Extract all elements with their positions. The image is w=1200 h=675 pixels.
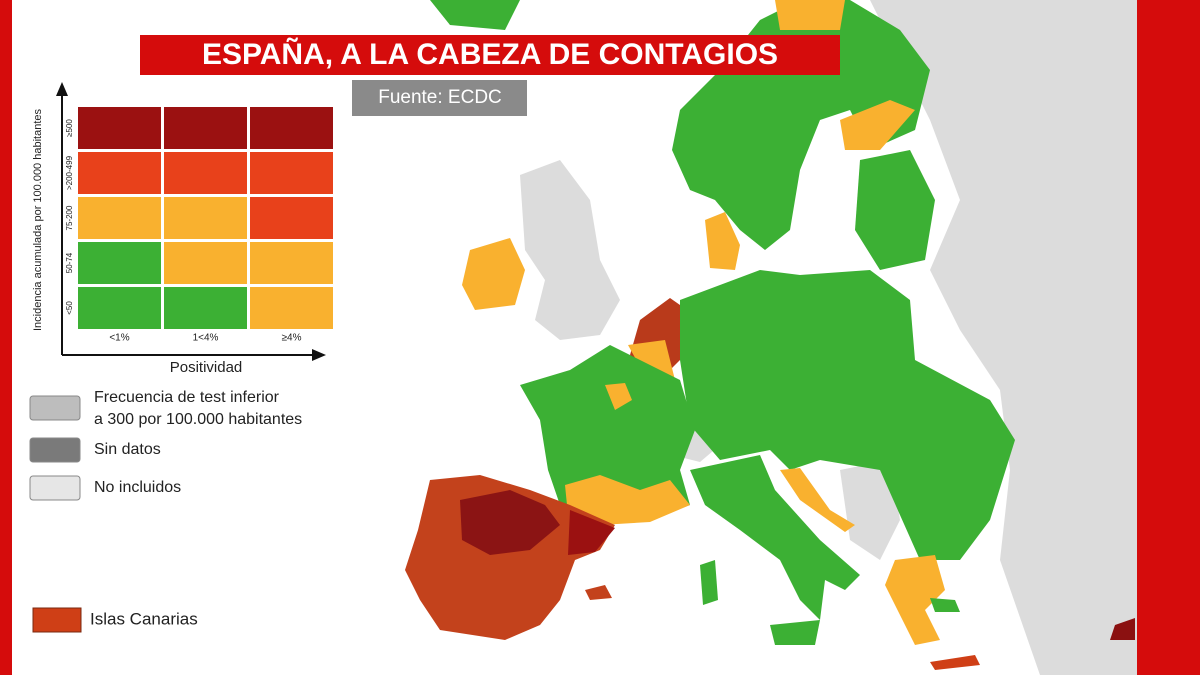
x-axis-label: Positividad [170, 359, 243, 376]
column-label: ≥4% [282, 333, 302, 344]
legend-cell [78, 287, 161, 329]
legend-item: Frecuencia de test inferior [94, 389, 280, 406]
source-box [352, 80, 527, 116]
title-box [140, 35, 840, 75]
row-label: >200-499 [65, 155, 74, 190]
column-label: <1% [109, 333, 129, 344]
legend-cell [250, 287, 333, 329]
legend-cell [164, 287, 247, 329]
legend-cell [78, 197, 161, 239]
column-label: 1<4% [193, 333, 219, 344]
legend-cell [250, 242, 333, 284]
legend-item: a 300 por 100.000 habitantes [94, 411, 302, 428]
row-label: 75-200 [65, 205, 74, 230]
legend-cell [250, 152, 333, 194]
legend-swatch [32, 607, 82, 633]
row-label: ≥500 [65, 119, 74, 137]
legend-swatch [29, 437, 81, 463]
legend-swatch [29, 395, 81, 421]
legend-swatch [29, 475, 81, 501]
legend: Incidencia acumulada por 100.000 habitan… [29, 82, 333, 633]
y-axis-label: Incidencia acumulada por 100.000 habitan… [32, 109, 44, 331]
legend-cell [164, 152, 247, 194]
legend-item: Sin datos [94, 441, 161, 458]
legend-cell [78, 242, 161, 284]
row-label: 50-74 [65, 252, 74, 273]
legend-cell [164, 242, 247, 284]
legend-cell [164, 107, 247, 149]
legend-cell [250, 197, 333, 239]
legend-cell [78, 107, 161, 149]
legend-cell [164, 197, 247, 239]
legend-item: Islas Canarias [90, 609, 198, 628]
legend-item: No incluidos [94, 479, 181, 496]
legend-cell [78, 152, 161, 194]
source: Fuente: ECDC [378, 87, 502, 108]
legend-cell [250, 107, 333, 149]
title: ESPAÑA, A LA CABEZA DE CONTAGIOS [202, 37, 778, 71]
row-label: <50 [65, 301, 74, 315]
